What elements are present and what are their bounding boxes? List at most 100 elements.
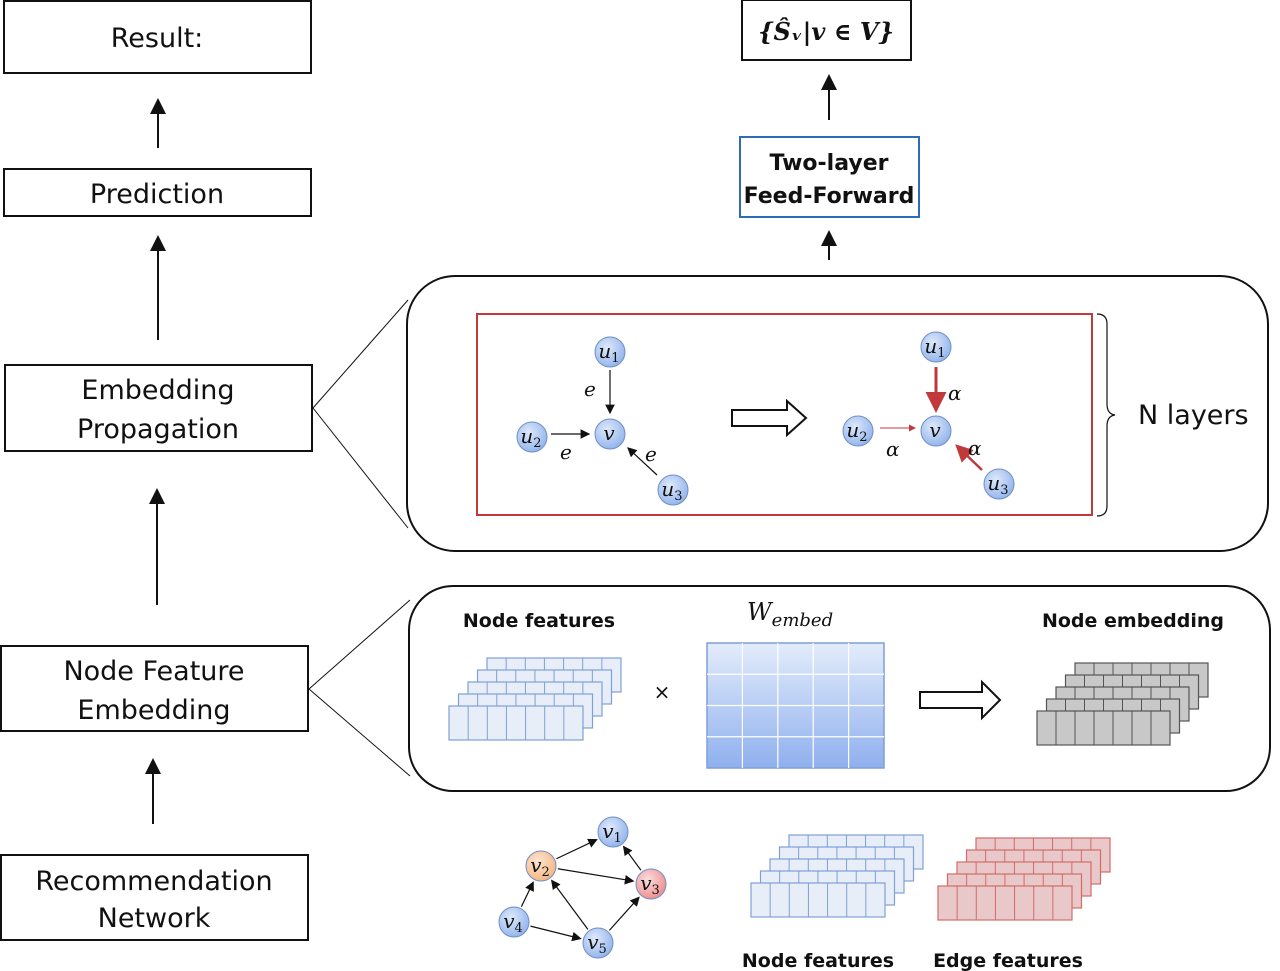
node-label: v (929, 418, 941, 442)
edge-label-e1: e (584, 377, 596, 401)
node-label-text: v (587, 930, 599, 954)
node-label: u2 (520, 424, 541, 451)
edge-label-e2: e (560, 440, 572, 464)
node-circle (594, 418, 626, 450)
edge-e3 (627, 447, 658, 476)
layers-brace (1096, 313, 1116, 517)
output-set-label: {Ŝᵥ|v ∈ V} (758, 17, 894, 46)
subscript: 1 (611, 351, 619, 366)
node-features-label: Node features (463, 610, 615, 632)
feed-forward-line1: Two-layer (770, 151, 889, 176)
subscript: 1 (937, 346, 945, 361)
layer-rect (750, 882, 886, 918)
graph-edge (550, 879, 589, 930)
node-feature-embedding-line1: Node Feature (63, 656, 244, 687)
weight-symbol: W (747, 598, 774, 626)
layer-rect (1036, 710, 1171, 746)
layer-rect (937, 885, 1073, 921)
graph-node: u3 (657, 474, 689, 506)
feed-forward-box: Two-layer Feed-Forward (739, 136, 920, 218)
recommendation-network-line2: Network (98, 903, 211, 934)
node-label-text: u (924, 334, 937, 358)
node-circle (525, 850, 557, 882)
node-feature-embedding-box: Node Feature Embedding (0, 645, 309, 732)
zoom-line (312, 407, 409, 529)
node-label: u1 (924, 334, 945, 361)
attention-label-3: α (968, 436, 982, 460)
node-label: v4 (503, 909, 523, 936)
node-circle (635, 868, 667, 900)
graph-node: v (920, 415, 952, 447)
subscript: 5 (599, 942, 607, 957)
node-circle (920, 331, 952, 363)
graph-node-v3: v3 (635, 868, 667, 900)
node-label-text: u (520, 424, 533, 448)
node-label: u1 (598, 339, 619, 366)
node-circle (657, 474, 689, 506)
embedding-propagation-line2: Propagation (77, 414, 239, 445)
node-embedding-label: Node embedding (1042, 610, 1224, 632)
node-label-text: v (640, 871, 652, 895)
zoom-line (308, 688, 411, 777)
subscript: 1 (614, 831, 622, 846)
subscript: 2 (533, 436, 541, 451)
node-label: v1 (602, 819, 622, 846)
graph-edge (557, 868, 635, 885)
weight-subscript: embed (772, 610, 833, 631)
subscript: 3 (674, 489, 682, 504)
node-circle (582, 927, 614, 959)
node-features-stack (448, 657, 622, 741)
subscript: 2 (859, 430, 867, 445)
node-label: v3 (640, 871, 660, 898)
embedding-propagation-line1: Embedding (81, 375, 234, 406)
result-label: Result: (111, 23, 204, 54)
node-circle (594, 336, 626, 368)
node-circle (842, 415, 874, 447)
embed-arrow (919, 679, 1002, 721)
zoom-line (312, 299, 409, 409)
layer-rect (448, 705, 584, 741)
embedding-propagation-box: Embedding Propagation (4, 364, 313, 452)
node-label-text: v (929, 418, 941, 442)
graph-node: v (594, 418, 626, 450)
node-circle (516, 421, 548, 453)
node-circle (920, 415, 952, 447)
subscript: 2 (542, 865, 550, 880)
node-label-text: v (603, 421, 615, 445)
prediction-label: Prediction (90, 179, 224, 210)
output-set-box: {Ŝᵥ|v ∈ V} (741, 0, 912, 61)
graph-node-v5: v5 (582, 927, 614, 959)
recommendation-network-line1: Recommendation (35, 866, 272, 897)
graph-node-v4: v4 (498, 906, 530, 938)
node-label: v (603, 421, 615, 445)
node-label-text: u (598, 339, 611, 363)
graph-node-v2: v2 (525, 850, 557, 882)
graph-edge (530, 925, 582, 942)
edge-label-e3: e (645, 442, 657, 466)
recommendation-network-box: Recommendation Network (0, 854, 309, 941)
feature-layer (937, 885, 1073, 921)
graph-edge (520, 881, 534, 907)
node-label: u3 (661, 477, 682, 504)
graph-edge (622, 845, 642, 871)
result-box: Result: (3, 0, 312, 74)
graph-edge (608, 896, 640, 931)
prediction-box: Prediction (3, 168, 312, 217)
graph-node: u3 (983, 468, 1015, 500)
input-node-features-stack (750, 834, 924, 918)
node-label: u3 (987, 471, 1008, 498)
node-embedding-stack (1036, 662, 1209, 746)
graph-node: u1 (594, 336, 626, 368)
attention-edge-3 (955, 444, 983, 471)
subscript: 4 (515, 921, 523, 936)
node-feature-embedding-line2: Embedding (77, 695, 230, 726)
feature-layer (750, 882, 886, 918)
attention-label-2: α (886, 437, 900, 461)
input-node-features-label: Node features (742, 950, 894, 971)
graph-node-v1: v1 (597, 816, 629, 848)
multiply-sign: × (654, 680, 671, 704)
weight-label: Wembed (747, 598, 833, 631)
subscript: 3 (652, 883, 660, 898)
